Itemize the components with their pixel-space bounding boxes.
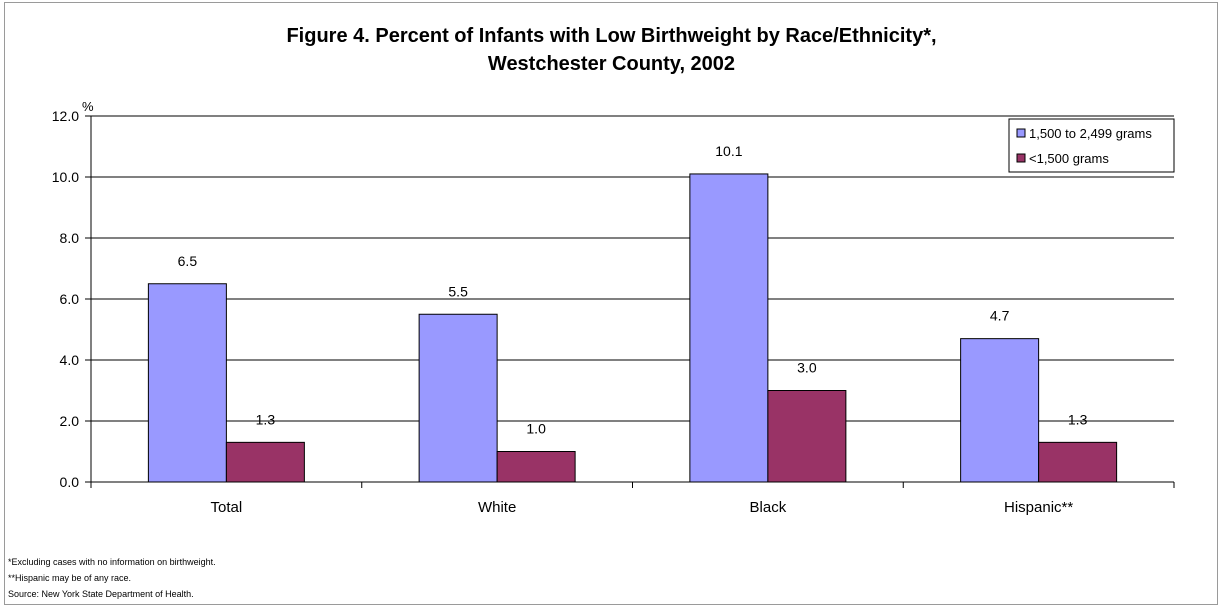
y-tick-label: 4.0	[60, 352, 80, 368]
legend	[1008, 118, 1175, 173]
bar	[689, 173, 769, 483]
y-axis-label: %	[82, 99, 94, 114]
y-tick-label: 8.0	[60, 230, 80, 246]
footnote-hispanic: **Hispanic may be of any race.	[8, 573, 132, 583]
x-tick-label: White	[478, 499, 516, 516]
chart-title-line-2: Westchester County, 2002	[487, 53, 736, 75]
bar	[496, 451, 576, 483]
bar	[1038, 441, 1118, 483]
data-label: 3.0	[797, 360, 817, 376]
legend-swatch	[1016, 153, 1026, 163]
chart-title: Figure 4. Percent of Infants with Low Bi…	[0, 22, 1223, 78]
y-tick-label: 12.0	[52, 108, 79, 124]
x-tick-label: Total	[211, 499, 243, 516]
legend-swatch	[1016, 128, 1026, 138]
legend-label: <1,500 grams	[1029, 151, 1109, 166]
x-tick-label: Black	[750, 499, 787, 516]
bar	[767, 390, 847, 483]
data-label: 1.0	[526, 421, 546, 437]
data-label: 1.3	[256, 411, 276, 427]
footnote-source: Source: New York State Department of Hea…	[8, 589, 194, 599]
data-label: 5.5	[448, 283, 468, 299]
chart-title-line-1: Figure 4. Percent of Infants with Low Bi…	[286, 25, 937, 47]
y-tick-label: 2.0	[60, 413, 80, 429]
legend-label: 1,500 to 2,499 grams	[1029, 126, 1152, 141]
bar	[418, 313, 498, 483]
data-label: 4.7	[990, 308, 1010, 324]
bar	[225, 441, 305, 483]
data-label: 1.3	[1068, 411, 1088, 427]
bar	[960, 338, 1040, 483]
bar	[147, 283, 227, 483]
y-tick-label: 0.0	[60, 474, 80, 490]
y-tick-label: 10.0	[52, 169, 79, 185]
data-label: 10.1	[715, 143, 742, 159]
footnote-birthweight: *Excluding cases with no information on …	[8, 557, 216, 567]
data-label: 6.5	[178, 253, 198, 269]
x-tick-label: Hispanic**	[1004, 499, 1073, 516]
y-tick-label: 6.0	[60, 291, 80, 307]
